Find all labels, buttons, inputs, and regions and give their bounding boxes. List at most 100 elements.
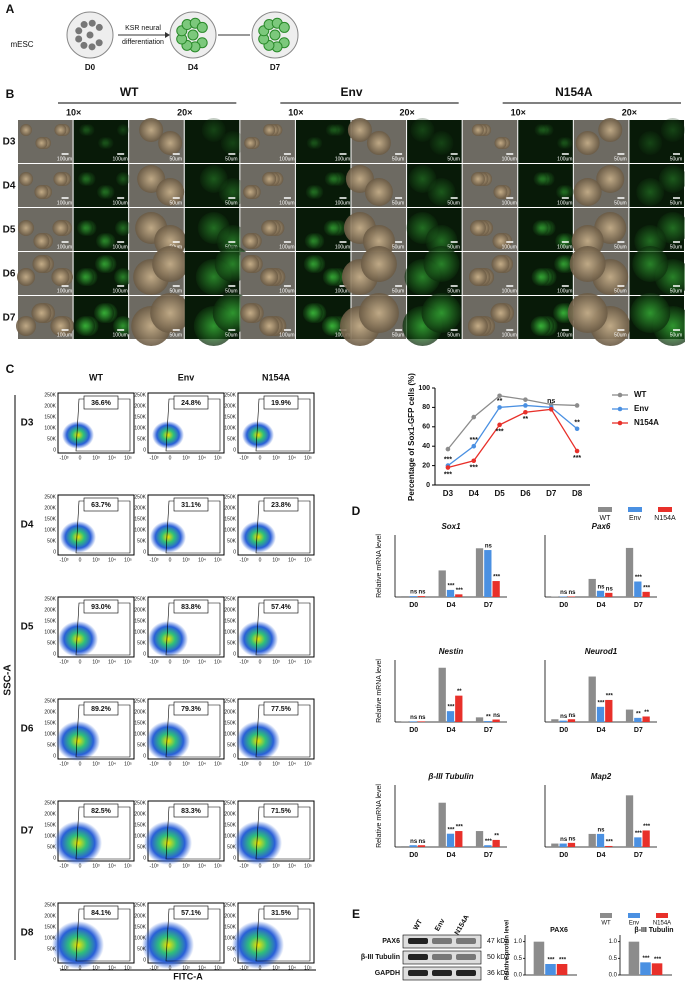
- scale-bar-label: 100um: [335, 156, 350, 162]
- significance: ns: [410, 839, 418, 845]
- scale-bar-label: 50um: [447, 200, 460, 206]
- point: [445, 446, 451, 452]
- point: [471, 443, 477, 449]
- panel-label: D: [352, 504, 361, 518]
- gate: [255, 704, 311, 758]
- sphere: [244, 137, 257, 149]
- bar: [475, 548, 484, 597]
- percentage: 19.9%: [271, 400, 292, 407]
- scale-bar-label: 50um: [447, 156, 460, 162]
- scale-bar-label: 50um: [169, 156, 182, 162]
- significance: ***: [485, 839, 493, 845]
- bar: [628, 941, 640, 975]
- bar: [475, 831, 484, 847]
- y-tick-label: 0: [233, 651, 236, 657]
- y-tick-label: 100K: [44, 731, 56, 737]
- x-tick-label: 10⁵: [304, 659, 312, 665]
- y-tick-label: 250K: [134, 494, 146, 500]
- gate-box: [173, 599, 209, 614]
- gfp-sphere: [305, 185, 320, 199]
- significance: **: [486, 715, 491, 721]
- sphere: [156, 178, 185, 206]
- band: [432, 954, 452, 960]
- day-label: D5: [3, 225, 16, 236]
- x-tick-label: -10³: [60, 863, 69, 869]
- cell: [88, 19, 96, 27]
- gate-box: [83, 905, 119, 920]
- bar: [588, 833, 596, 847]
- gate-box: [83, 701, 119, 716]
- stage-label: D4: [188, 63, 199, 72]
- x-tick-label: 10⁵: [124, 863, 132, 869]
- y-tick-label: 50K: [137, 538, 147, 544]
- gfp-sphere: [76, 268, 94, 286]
- gfp-sphere: [423, 246, 460, 282]
- significance: ns: [560, 590, 568, 596]
- x-tick-label: 10³: [182, 659, 190, 665]
- x-tick-label: 10⁴: [288, 659, 296, 665]
- sphere: [158, 131, 183, 155]
- scale-bar-label: 100um: [557, 332, 572, 338]
- legend-swatch: [628, 507, 642, 512]
- percentage: 83.8%: [181, 604, 202, 611]
- day-label: D3: [3, 137, 16, 148]
- x-tick-label: 10⁵: [124, 455, 132, 461]
- gfp-sphere: [660, 118, 685, 142]
- sphere: [240, 303, 261, 323]
- y-tick-label: 150K: [134, 924, 146, 930]
- y-tick-label: 250K: [134, 902, 146, 908]
- y-tick-label: 200K: [224, 913, 236, 919]
- x-tick-label: D7: [634, 727, 643, 734]
- y-tick-label: 200K: [44, 811, 56, 817]
- group-label: N154A: [262, 372, 291, 382]
- scale-bar-label: 100um: [335, 200, 350, 206]
- gfp-sphere: [303, 255, 322, 273]
- sphere: [347, 118, 372, 142]
- bar: [651, 963, 663, 975]
- scale-bar-label: 100um: [57, 244, 72, 250]
- bar: [596, 706, 605, 722]
- day-label: D6: [3, 269, 16, 280]
- y-tick-label: 250K: [44, 392, 56, 398]
- gate-box: [83, 599, 119, 614]
- y-tick-label: 50K: [227, 844, 237, 850]
- significance: ***: [573, 455, 581, 462]
- gfp-sphere: [533, 172, 548, 186]
- y-tick-label: 100K: [134, 935, 146, 941]
- gfp-sphere: [78, 172, 92, 186]
- x-tick-label: D7: [546, 489, 557, 498]
- y-tick-label: 200K: [134, 709, 146, 715]
- scale-bar-label: 50um: [225, 332, 238, 338]
- x-tick-label: 10⁵: [214, 965, 222, 971]
- sphere: [242, 233, 259, 249]
- significance: ***: [559, 958, 567, 964]
- bar: [409, 596, 417, 597]
- gate: [165, 398, 221, 452]
- sphere: [243, 185, 258, 199]
- scale-bar-label: 50um: [392, 244, 405, 250]
- scale-bar-label: 100um: [113, 332, 128, 338]
- gate: [75, 500, 131, 554]
- gfp-sphere: [114, 268, 132, 286]
- y-tick-label: 50K: [47, 742, 57, 748]
- bar: [417, 721, 426, 722]
- y-tick-label: 150K: [44, 822, 56, 828]
- significance: ***: [447, 583, 455, 589]
- x-tick-label: 0: [169, 557, 172, 563]
- group-label: Env: [178, 372, 195, 382]
- y-tick-label: 100K: [44, 935, 56, 941]
- x-tick-label: 0: [169, 659, 172, 665]
- x-tick-label: 0: [169, 965, 172, 971]
- arrow-label: differentiation: [122, 39, 164, 46]
- gate-box: [263, 599, 299, 614]
- sphere: [494, 137, 507, 149]
- scale-bar-label: 100um: [502, 332, 517, 338]
- point: [445, 465, 451, 470]
- bar: [484, 550, 492, 597]
- bar: [605, 592, 613, 597]
- bar: [556, 964, 568, 975]
- scale-bar-label: 100um: [113, 288, 128, 294]
- y-tick-label: 0: [53, 855, 56, 861]
- x-tick-label: 10⁴: [108, 659, 116, 665]
- legend-marker: [617, 406, 623, 412]
